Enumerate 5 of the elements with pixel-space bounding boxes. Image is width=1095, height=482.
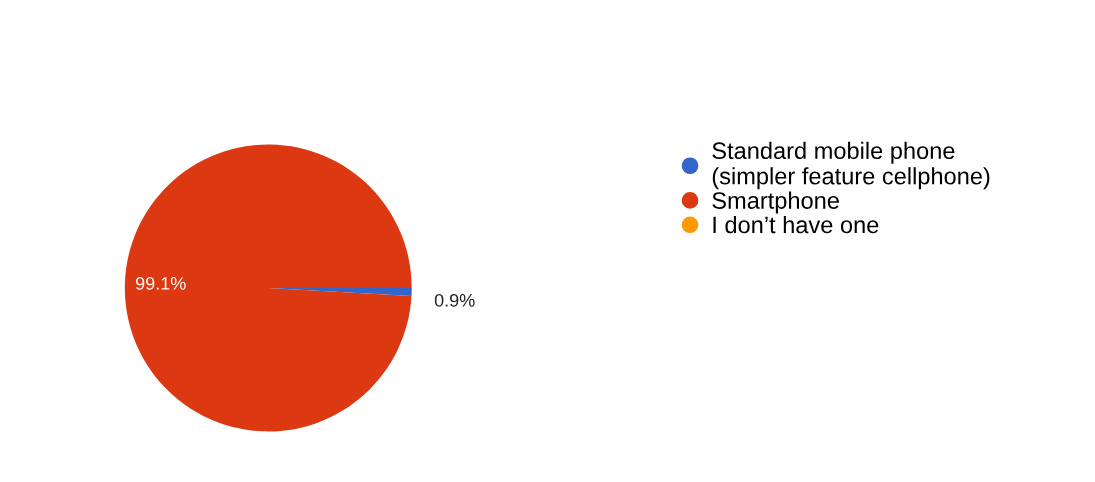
legend-label: I don’t have one bbox=[713, 215, 879, 234]
data-label: 99.1% bbox=[135, 277, 186, 290]
data-label: 0.9% bbox=[434, 293, 475, 307]
legend-label: Standard mobile phone (simpler feature cellphone) bbox=[712, 141, 990, 190]
legend-label: Smartphone bbox=[712, 191, 839, 214]
